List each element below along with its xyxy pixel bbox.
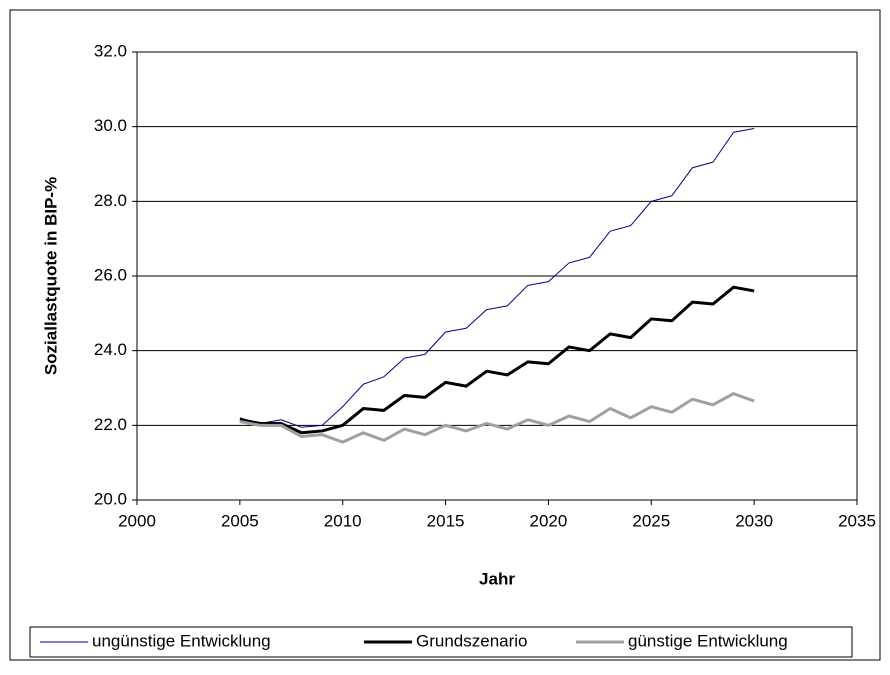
- y-tick-label: 26.0: [94, 265, 127, 284]
- series-line: [239, 128, 755, 428]
- x-tick-label: 2020: [530, 511, 568, 530]
- x-tick-label: 2015: [427, 511, 465, 530]
- x-tick-label: 2035: [838, 511, 876, 530]
- series-line: [239, 285, 755, 435]
- x-tick-label: 2010: [324, 511, 362, 530]
- y-tick-label: 24.0: [94, 340, 127, 359]
- y-tick-label: 28.0: [94, 191, 127, 210]
- legend-label: ungünstige Entwicklung: [92, 631, 271, 650]
- x-tick-label: 2030: [735, 511, 773, 530]
- x-tick-label: 2000: [118, 511, 156, 530]
- legend-label: Grundszenario: [416, 631, 528, 650]
- chart-border: [9, 9, 881, 661]
- y-tick-label: 22.0: [94, 415, 127, 434]
- legend-label: günstige Entwicklung: [628, 631, 788, 650]
- x-tick-label: 2005: [221, 511, 259, 530]
- x-axis-label: Jahr: [479, 569, 515, 588]
- legend-box: [29, 626, 853, 658]
- x-tick-label: 2025: [632, 511, 670, 530]
- y-tick-label: 30.0: [94, 116, 127, 135]
- y-tick-label: 32.0: [94, 41, 127, 60]
- y-axis-label: Soziallastquote in BIP-%: [41, 177, 60, 375]
- y-tick-label: 20.0: [94, 489, 127, 508]
- series-line: [239, 392, 755, 444]
